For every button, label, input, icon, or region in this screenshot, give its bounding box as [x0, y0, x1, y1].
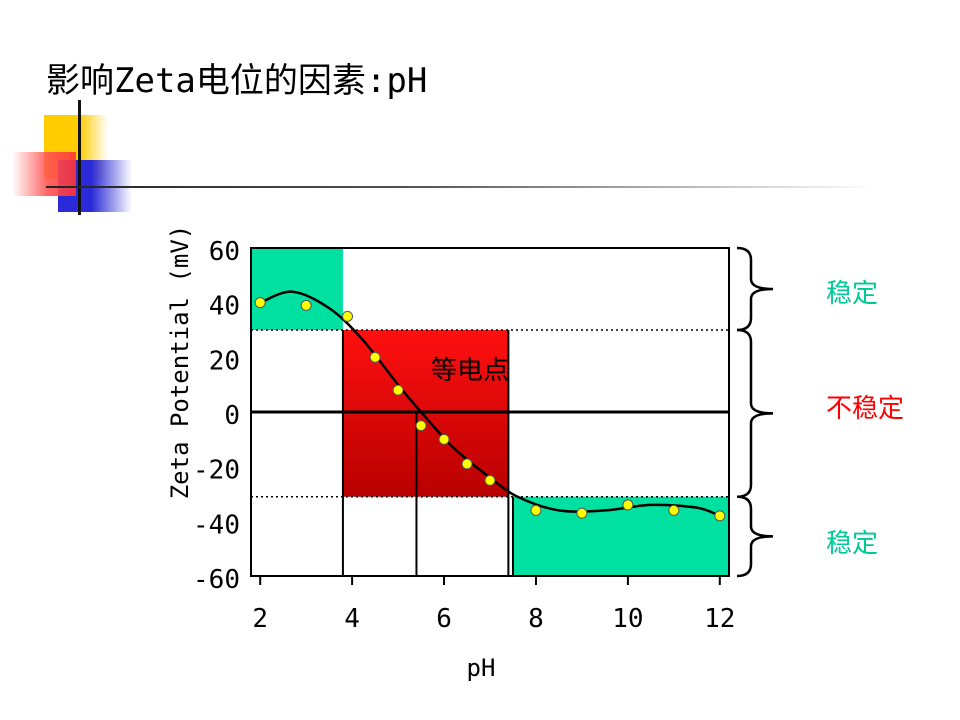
annotation-brace-stable [736, 495, 774, 578]
x-tick-label: 8 [528, 604, 544, 634]
y-tick-label: 20 [209, 346, 240, 376]
isoelectric-point-label: 等电点 [431, 356, 509, 386]
x-tick-label: 4 [344, 604, 360, 634]
data-point [530, 504, 542, 516]
data-point [342, 310, 354, 322]
slide-title: 影响Zeta电位的因素:pH [46, 61, 428, 101]
y-tick-label: -60 [193, 565, 240, 595]
data-point [369, 351, 381, 363]
y-tick-label: -40 [193, 510, 240, 540]
data-point [300, 299, 312, 311]
plot-frame [250, 247, 730, 577]
data-point [622, 499, 634, 511]
data-point [668, 504, 680, 516]
x-axis-label: pH [467, 654, 496, 682]
x-tick-label: 6 [436, 604, 452, 634]
stable-label-bottom: 稳定 [826, 529, 879, 559]
decor-vertical-line [78, 100, 81, 215]
stable-region-2 [512, 496, 729, 576]
data-point [415, 420, 427, 432]
data-point [461, 458, 473, 470]
decor-red-square [12, 152, 76, 196]
y-tick-label: 0 [224, 401, 240, 431]
stable-label-top: 稳定 [826, 279, 879, 309]
x-tick-label: 12 [704, 604, 735, 634]
annotation-brace-stable [736, 246, 774, 332]
data-point [576, 507, 588, 519]
data-point [714, 510, 726, 522]
annotation-brace-unstable [736, 328, 774, 498]
title-underline [46, 186, 876, 188]
data-point [484, 474, 496, 486]
stable-region-0 [251, 248, 343, 330]
y-tick-label: 40 [209, 292, 240, 322]
y-axis-label: Zeta Potential (mV) [166, 225, 194, 500]
unstable-label: 不稳定 [826, 394, 905, 424]
data-point [392, 384, 404, 396]
data-point [438, 433, 450, 445]
y-tick-label: -20 [193, 456, 240, 486]
data-point [254, 297, 266, 309]
x-tick-label: 2 [252, 604, 268, 634]
x-tick-label: 10 [612, 604, 643, 634]
y-tick-label: 60 [209, 237, 240, 267]
